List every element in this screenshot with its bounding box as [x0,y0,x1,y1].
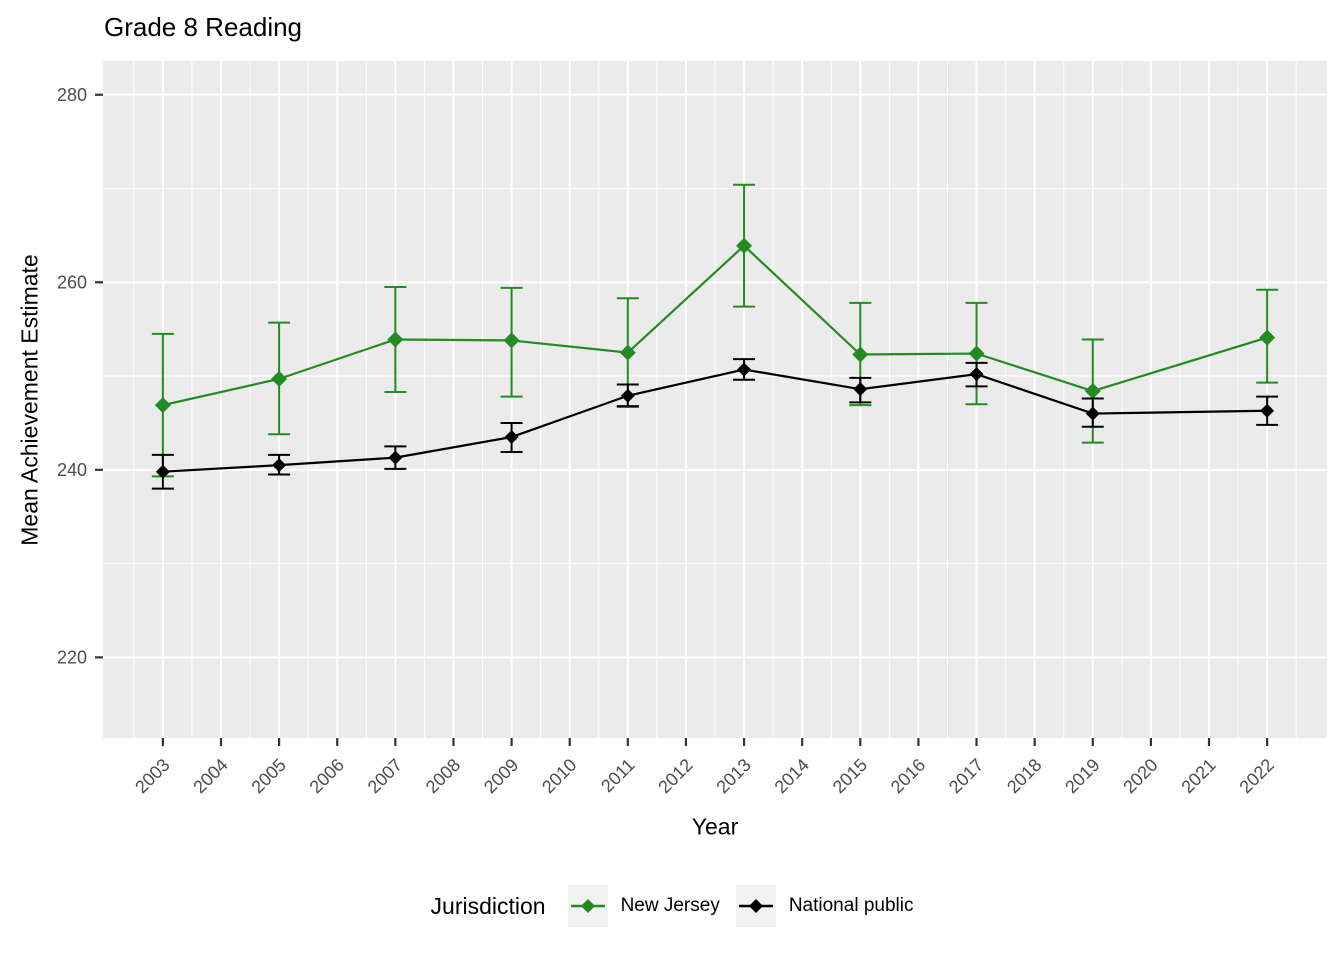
data-point [853,382,868,397]
x-axis-title: Year [691,813,739,840]
x-tick-label: 2005 [247,755,289,797]
series-national-public [151,358,1279,490]
line-national-public [162,368,1268,473]
legend-label-national-public: National public [788,895,914,916]
legend-marker-icon [580,899,595,913]
x-tick-label: 2016 [887,755,929,797]
data-point [271,370,288,387]
x-tick-label: 2014 [771,755,813,797]
points-national-public [155,362,1275,479]
data-point [387,331,404,348]
line-new-jersey [162,244,1268,407]
x-tick-label: 2006 [306,755,348,797]
data-point [968,345,985,362]
y-tick-label: 220 [57,647,87,667]
x-tick-label: 2015 [829,755,871,797]
axis-ticks [95,93,1269,746]
data-point [1259,329,1276,346]
data-point [620,388,635,403]
points-new-jersey [154,237,1276,414]
x-tick-label: 2007 [364,755,406,797]
data-point [619,344,636,361]
data-point [1085,406,1100,421]
chart-title: Grade 8 Reading [104,12,303,42]
legend-label-new-jersey: New Jersey [620,895,720,916]
x-tick-label: 2019 [1061,755,1103,797]
x-tick-label: 2018 [1003,755,1045,797]
plot-area: 2003 2004 2005 2006 2007 2008 2009 2010 2011 2012… [57,61,1327,797]
series-new-jersey [151,183,1279,478]
data-point [388,450,403,465]
x-tick-label: 2009 [480,755,522,797]
x-tick-label: 2013 [712,755,754,797]
legend-key-national-public [735,885,776,927]
x-tick-label: 2012 [654,755,696,797]
x-tick-label: 2004 [189,755,231,797]
x-tick-label: 2008 [422,755,464,797]
x-tick-labels: 2003 2004 2005 2006 2007 2008 2009 2010 2011 2012… [131,755,1278,797]
data-point [503,332,520,349]
y-tick-labels: 220 240 260 280 [57,85,87,668]
data-point [736,237,753,254]
data-point [1084,383,1101,400]
legend: Jurisdiction New Jersey National public [0,883,1344,929]
legend-item-national-public: National public [735,885,914,927]
legend-key-new-jersey [567,885,608,927]
gridlines-minor [103,61,1327,738]
data-point [272,458,287,473]
x-tick-label: 2010 [538,755,580,797]
gridlines-major [103,61,1327,738]
x-tick-label: 2003 [131,755,173,797]
data-point [969,367,984,382]
data-point [155,464,170,479]
x-tick-label: 2020 [1119,755,1161,797]
y-tick-label: 240 [57,460,87,480]
legend-title: Jurisdiction [430,892,546,919]
y-tick-label: 260 [57,272,87,292]
x-tick-label: 2017 [945,755,987,797]
data-point [1260,403,1275,418]
x-tick-label: 2022 [1236,755,1278,797]
data-point [504,430,519,445]
data-point [154,397,171,414]
y-tick-label: 280 [57,85,87,105]
legend-item-new-jersey: New Jersey [567,885,720,927]
legend-marker-icon [748,899,763,913]
data-point [852,346,869,363]
x-tick-label: 2011 [597,755,639,797]
x-tick-label: 2021 [1177,755,1219,797]
y-axis-title: Mean Achievement Estimate [16,254,43,546]
data-point [737,362,752,377]
